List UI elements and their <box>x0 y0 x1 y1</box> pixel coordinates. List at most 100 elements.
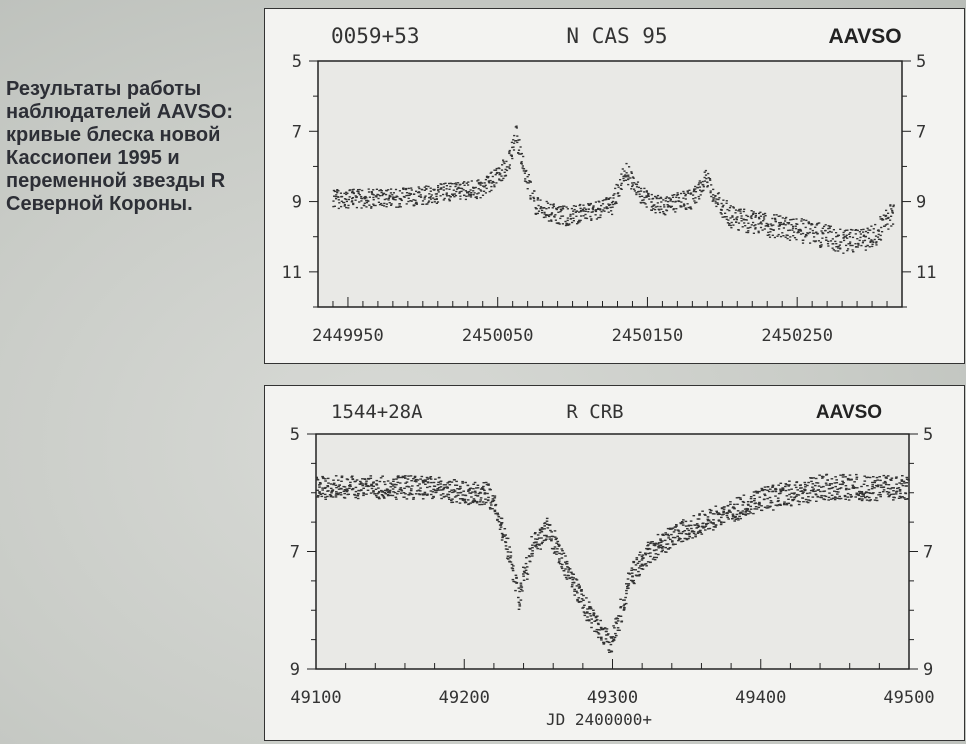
data-point <box>498 524 502 526</box>
data-point <box>437 191 440 193</box>
data-point <box>591 211 594 213</box>
data-point <box>750 224 753 226</box>
data-point <box>656 194 660 197</box>
data-point <box>864 230 868 233</box>
data-point <box>804 483 807 486</box>
data-point <box>594 214 597 216</box>
data-point <box>660 201 663 203</box>
data-point <box>472 498 476 500</box>
data-point <box>631 184 634 186</box>
data-point <box>435 198 438 200</box>
data-point <box>844 476 847 478</box>
data-point <box>689 520 693 522</box>
data-point <box>417 195 421 197</box>
data-point <box>788 239 792 241</box>
data-point <box>827 499 830 501</box>
data-point <box>827 496 831 499</box>
data-point <box>799 490 802 492</box>
data-point <box>807 222 810 225</box>
data-point <box>794 227 798 230</box>
data-point <box>642 201 645 204</box>
data-point <box>566 208 569 210</box>
data-point <box>742 513 745 515</box>
data-point <box>478 503 481 506</box>
data-point <box>799 230 803 232</box>
data-point <box>414 479 418 481</box>
data-point <box>594 210 598 213</box>
data-point <box>621 168 624 170</box>
data-point <box>378 497 381 500</box>
data-point <box>353 493 356 496</box>
data-point <box>772 229 775 231</box>
data-point <box>733 508 736 510</box>
data-point <box>395 478 398 480</box>
data-point <box>383 491 386 494</box>
data-point <box>503 162 506 165</box>
data-point <box>879 216 882 218</box>
data-point <box>838 495 841 498</box>
data-point <box>354 486 358 489</box>
data-point <box>531 547 534 549</box>
data-point <box>648 548 652 550</box>
data-point <box>394 199 397 201</box>
data-point <box>597 636 600 639</box>
data-point <box>693 200 696 202</box>
data-point <box>627 183 630 186</box>
data-point <box>505 166 508 168</box>
data-point <box>749 216 752 218</box>
data-point <box>556 548 559 550</box>
data-point <box>736 216 739 218</box>
data-point <box>674 211 677 213</box>
data-point <box>531 550 534 552</box>
data-point <box>501 164 504 166</box>
data-point <box>828 484 831 486</box>
data-point <box>360 207 363 209</box>
data-point <box>735 217 738 219</box>
data-point <box>343 489 347 491</box>
data-point <box>782 227 785 229</box>
y-tick-label-left: 9 <box>292 193 302 213</box>
data-point <box>704 174 708 176</box>
data-point <box>533 200 536 202</box>
data-point <box>408 194 411 196</box>
data-point <box>770 228 773 231</box>
data-point <box>792 225 795 228</box>
data-point <box>515 127 518 129</box>
data-point <box>681 540 685 542</box>
data-point <box>664 214 667 216</box>
data-point <box>716 202 719 204</box>
data-point <box>418 191 421 193</box>
data-point <box>538 532 542 534</box>
data-point <box>516 135 519 137</box>
data-point <box>460 190 463 193</box>
y-tick-label-right: 11 <box>916 263 936 283</box>
data-point <box>677 200 680 202</box>
data-point <box>557 211 560 213</box>
data-point <box>782 503 786 506</box>
data-point <box>812 240 815 242</box>
data-point <box>602 209 605 211</box>
data-point <box>331 489 335 491</box>
data-point <box>478 182 481 185</box>
data-point <box>692 198 695 200</box>
data-point <box>380 489 383 492</box>
data-point <box>712 519 715 521</box>
data-point <box>390 188 393 190</box>
data-point <box>396 475 400 478</box>
data-point <box>534 538 537 540</box>
data-point <box>492 499 496 502</box>
data-point <box>335 194 338 196</box>
data-point <box>495 172 498 174</box>
data-point <box>681 522 685 524</box>
data-point <box>482 185 485 187</box>
data-point <box>543 213 546 215</box>
data-point <box>900 483 903 485</box>
data-point <box>709 521 712 523</box>
data-point <box>877 484 880 486</box>
data-point <box>463 494 467 496</box>
data-point <box>758 218 761 220</box>
data-point <box>706 520 710 522</box>
data-point <box>402 187 405 190</box>
data-point <box>509 154 512 156</box>
x-tick-label: 49400 <box>735 688 786 708</box>
